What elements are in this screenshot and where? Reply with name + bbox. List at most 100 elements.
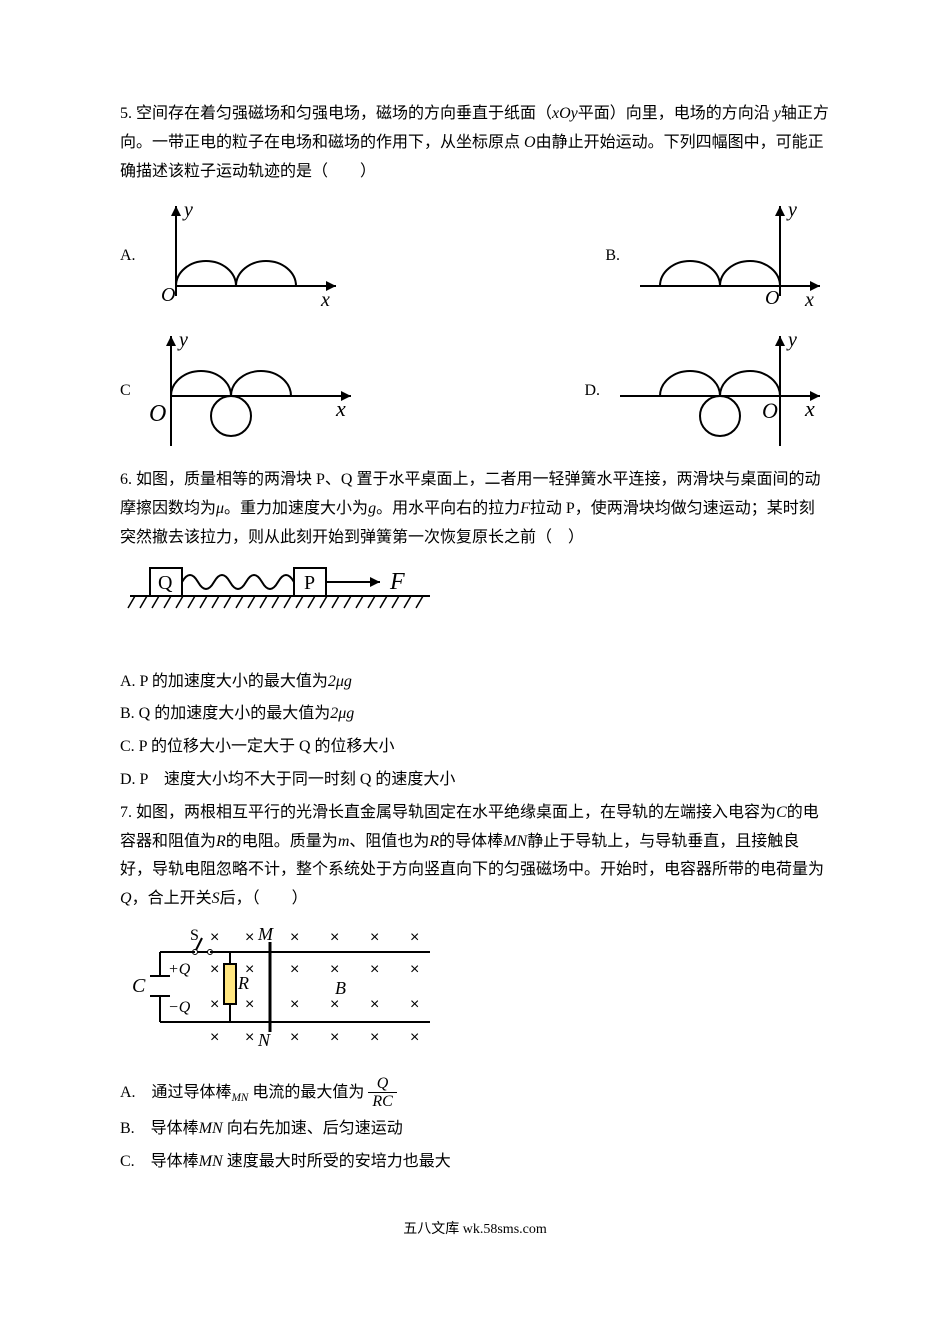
svg-text:×: × — [245, 1029, 254, 1046]
svg-text:×: × — [330, 996, 339, 1013]
q7-S: S — [212, 890, 220, 907]
q7-text-h: 后，（ ） — [220, 890, 308, 907]
q5-label-d: D. — [584, 377, 600, 406]
q7-c-mn: MN — [199, 1153, 223, 1170]
q5-xoy: xOy — [552, 105, 578, 122]
svg-text:Q: Q — [158, 572, 173, 594]
svg-text:C: C — [132, 975, 146, 997]
q6-a-val: 2μg — [328, 673, 352, 690]
svg-text:×: × — [330, 961, 339, 978]
q5-O: O — [524, 134, 536, 151]
q5-diagram-a-cell: A. O x y — [120, 196, 346, 316]
svg-text:×: × — [245, 929, 254, 946]
q6-b-val: 2μg — [330, 705, 354, 722]
q6-g: g — [368, 500, 376, 517]
q7-b-pre: B. 导体棒 — [120, 1120, 199, 1137]
svg-text:×: × — [370, 996, 379, 1013]
q7-text-g: ，合上开关 — [132, 890, 212, 907]
q6-F: F — [520, 500, 530, 517]
svg-text:×: × — [210, 996, 219, 1013]
q6-opt-a: A. P 的加速度大小的最大值为2μg — [120, 668, 830, 697]
svg-text:x: x — [335, 396, 346, 421]
q6-opt-c: C. P 的位移大小一定大于 Q 的位移大小 — [120, 733, 830, 762]
q5-diagram-b: O x y — [630, 196, 830, 316]
svg-text:B: B — [335, 978, 346, 998]
svg-text:N: N — [257, 1030, 271, 1050]
q7-a-txt: 电流的最大值为 — [252, 1084, 364, 1101]
svg-text:x: x — [804, 396, 815, 421]
q7-a-fraction: Q RC — [368, 1075, 396, 1111]
q5-diagram-c: O x y — [141, 326, 361, 456]
svg-text:×: × — [410, 929, 419, 946]
svg-text:−Q: −Q — [168, 999, 191, 1016]
svg-text:+Q: +Q — [168, 961, 191, 978]
q7-text-c: 的电阻。质量为 — [226, 833, 338, 850]
q6-text-c: 。用水平向右的拉力 — [376, 500, 520, 517]
q5-diagram-d: O x y — [610, 326, 830, 456]
q7-R: R — [216, 833, 226, 850]
q7-a-den: RC — [368, 1093, 396, 1111]
svg-text:×: × — [410, 961, 419, 978]
q5-text-a: 空间存在着匀强磁场和匀强电场，磁场的方向垂直于纸面（ — [136, 105, 552, 122]
svg-text:O: O — [149, 401, 166, 427]
q7-c-pre: C. 导体棒 — [120, 1153, 199, 1170]
svg-text:y: y — [177, 329, 188, 351]
svg-text:y: y — [786, 329, 797, 351]
svg-text:x: x — [320, 289, 330, 311]
q7-circuit-diagram: ×××××× ×××××× ×××××× ×××××× S C +Q — [130, 924, 820, 1065]
q5-diagram-a: O x y — [146, 196, 346, 316]
q5-diagram-c-cell: C O x y — [120, 326, 361, 456]
svg-text:F: F — [389, 569, 405, 595]
svg-text:×: × — [330, 929, 339, 946]
svg-text:M: M — [257, 924, 274, 944]
q7-opt-c: C. 导体棒MN 速度最大时所受的安培力也最大 — [120, 1148, 830, 1177]
q7-b-txt: 向右先加速、后匀速运动 — [227, 1120, 403, 1137]
q5-text-b: 平面）向里，电场的方向沿 — [578, 105, 770, 122]
q7-R2: R — [429, 833, 439, 850]
q7-a-mn: MN — [232, 1092, 249, 1104]
svg-text:S: S — [190, 927, 199, 944]
q5-text: 5. 空间存在着匀强磁场和匀强电场，磁场的方向垂直于纸面（xOy平面）向里，电场… — [120, 100, 830, 186]
svg-text:×: × — [290, 996, 299, 1013]
q6-mu: μ — [216, 500, 224, 517]
svg-text:×: × — [210, 1029, 219, 1046]
q5-label-c: C — [120, 377, 131, 406]
q7-a-num: Q — [368, 1075, 396, 1094]
q6-opt-d: D. P 速度大小均不大于同一时刻 Q 的速度大小 — [120, 766, 830, 795]
svg-text:×: × — [370, 1029, 379, 1046]
svg-text:×: × — [210, 929, 219, 946]
svg-text:×: × — [245, 996, 254, 1013]
q7-a-pre: A. 通过导体棒 — [120, 1084, 232, 1101]
q6-b-pre: B. Q 的加速度大小的最大值为 — [120, 705, 330, 722]
q7-text: 7. 如图，两根相互平行的光滑长直金属导轨固定在水平绝缘桌面上，在导轨的左端接入… — [120, 799, 830, 914]
q7-opt-b: B. 导体棒MN 向右先加速、后匀速运动 — [120, 1115, 830, 1144]
footer: 五八文库 wk.58sms.com — [120, 1217, 830, 1242]
q6-text-b: 。重力加速度大小为 — [224, 500, 368, 517]
q7-text-e: 的导体棒 — [439, 833, 503, 850]
svg-text:R: R — [237, 973, 249, 993]
q5-label-a: A. — [120, 242, 136, 271]
q7-Q: Q — [120, 890, 132, 907]
q5-diagram-b-cell: B. O x y — [605, 196, 830, 316]
q7-MN: MN — [503, 833, 527, 850]
q5-label-b: B. — [605, 242, 620, 271]
svg-text:P: P — [304, 572, 315, 594]
q6-number: 6. — [120, 471, 132, 488]
svg-text:×: × — [330, 1029, 339, 1046]
q7-C: C — [776, 804, 787, 821]
q7-c-txt: 速度最大时所受的安培力也最大 — [227, 1153, 451, 1170]
page-container: 5. 空间存在着匀强磁场和匀强电场，磁场的方向垂直于纸面（xOy平面）向里，电场… — [0, 0, 950, 1282]
q6-a-pre: A. P 的加速度大小的最大值为 — [120, 673, 328, 690]
svg-text:O: O — [762, 398, 778, 423]
svg-text:×: × — [370, 961, 379, 978]
q6-text: 6. 如图，质量相等的两滑块 P、Q 置于水平桌面上，二者用一轻弹簧水平连接，两… — [120, 466, 830, 552]
spacer — [120, 644, 830, 664]
svg-text:×: × — [370, 929, 379, 946]
svg-text:×: × — [290, 929, 299, 946]
svg-text:×: × — [290, 1029, 299, 1046]
q5-row-ab: A. O x y B. O x — [120, 196, 830, 316]
svg-text:O: O — [765, 287, 779, 309]
svg-text:×: × — [210, 961, 219, 978]
q5-diagram-d-cell: D. O x y — [584, 326, 830, 456]
svg-text:y: y — [182, 199, 193, 221]
